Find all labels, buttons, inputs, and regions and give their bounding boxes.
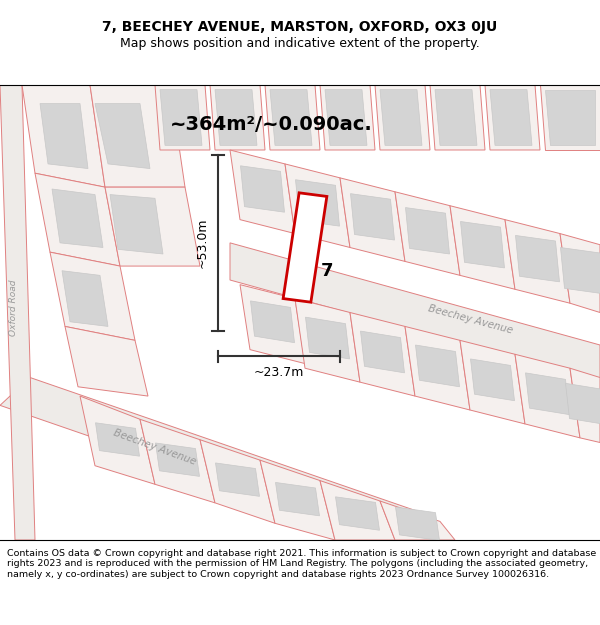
Text: Contains OS data © Crown copyright and database right 2021. This information is : Contains OS data © Crown copyright and d…: [7, 549, 596, 579]
Polygon shape: [566, 383, 600, 425]
Polygon shape: [95, 422, 139, 456]
Polygon shape: [240, 284, 305, 364]
Polygon shape: [545, 89, 595, 146]
Polygon shape: [325, 89, 367, 146]
Polygon shape: [375, 85, 430, 150]
Polygon shape: [50, 252, 135, 341]
Polygon shape: [241, 166, 284, 212]
Polygon shape: [320, 85, 375, 150]
Polygon shape: [265, 85, 320, 150]
Polygon shape: [270, 89, 312, 146]
Polygon shape: [320, 481, 395, 540]
Polygon shape: [215, 89, 257, 146]
Polygon shape: [35, 173, 120, 266]
Polygon shape: [200, 440, 275, 523]
Text: 7: 7: [321, 262, 333, 280]
Polygon shape: [380, 89, 422, 146]
Polygon shape: [430, 85, 485, 150]
Polygon shape: [380, 501, 455, 540]
Polygon shape: [335, 497, 380, 530]
Polygon shape: [0, 85, 35, 540]
Polygon shape: [570, 368, 600, 442]
Polygon shape: [260, 460, 335, 540]
Text: Oxford Road: Oxford Road: [10, 279, 19, 336]
Polygon shape: [560, 248, 600, 294]
Polygon shape: [215, 463, 260, 496]
Polygon shape: [515, 236, 560, 282]
Polygon shape: [470, 359, 515, 401]
Polygon shape: [251, 301, 295, 343]
Polygon shape: [110, 194, 163, 254]
Polygon shape: [283, 193, 327, 302]
Polygon shape: [230, 150, 295, 234]
Polygon shape: [515, 354, 580, 438]
Polygon shape: [526, 373, 569, 414]
Polygon shape: [450, 206, 515, 289]
Polygon shape: [395, 192, 460, 276]
Polygon shape: [490, 89, 532, 146]
Text: Beechey Avenue: Beechey Avenue: [427, 303, 514, 335]
Polygon shape: [395, 507, 439, 541]
Polygon shape: [22, 85, 105, 187]
Text: Beechey Avenue: Beechey Avenue: [112, 428, 198, 467]
Polygon shape: [65, 326, 148, 396]
Text: 7, BEECHEY AVENUE, MARSTON, OXFORD, OX3 0JU: 7, BEECHEY AVENUE, MARSTON, OXFORD, OX3 …: [103, 20, 497, 34]
Polygon shape: [95, 104, 150, 169]
Polygon shape: [406, 208, 449, 254]
Polygon shape: [560, 234, 600, 312]
Polygon shape: [230, 243, 600, 382]
Polygon shape: [350, 194, 395, 240]
Polygon shape: [0, 378, 420, 540]
Polygon shape: [105, 187, 200, 266]
Polygon shape: [296, 180, 340, 226]
Text: Map shows position and indicative extent of the property.: Map shows position and indicative extent…: [120, 38, 480, 50]
Polygon shape: [460, 341, 525, 424]
Polygon shape: [350, 312, 415, 396]
Polygon shape: [160, 89, 202, 146]
Polygon shape: [485, 85, 540, 150]
Polygon shape: [340, 178, 405, 261]
Polygon shape: [155, 443, 199, 476]
Polygon shape: [505, 219, 570, 303]
Polygon shape: [461, 221, 505, 268]
Polygon shape: [155, 85, 210, 150]
Polygon shape: [435, 89, 477, 146]
Polygon shape: [140, 419, 215, 503]
Polygon shape: [415, 345, 460, 387]
Polygon shape: [285, 164, 350, 248]
Text: ~53.0m: ~53.0m: [196, 217, 209, 268]
Polygon shape: [405, 326, 470, 410]
Polygon shape: [540, 85, 600, 150]
Polygon shape: [40, 104, 88, 169]
Text: ~23.7m: ~23.7m: [254, 366, 304, 379]
Polygon shape: [210, 85, 265, 150]
Polygon shape: [52, 189, 103, 248]
Polygon shape: [295, 299, 360, 382]
Polygon shape: [62, 271, 108, 326]
Polygon shape: [305, 317, 349, 359]
Text: ~364m²/~0.090ac.: ~364m²/~0.090ac.: [170, 114, 373, 134]
Polygon shape: [90, 85, 185, 187]
Polygon shape: [80, 396, 155, 484]
Polygon shape: [361, 331, 404, 373]
Polygon shape: [275, 482, 320, 516]
